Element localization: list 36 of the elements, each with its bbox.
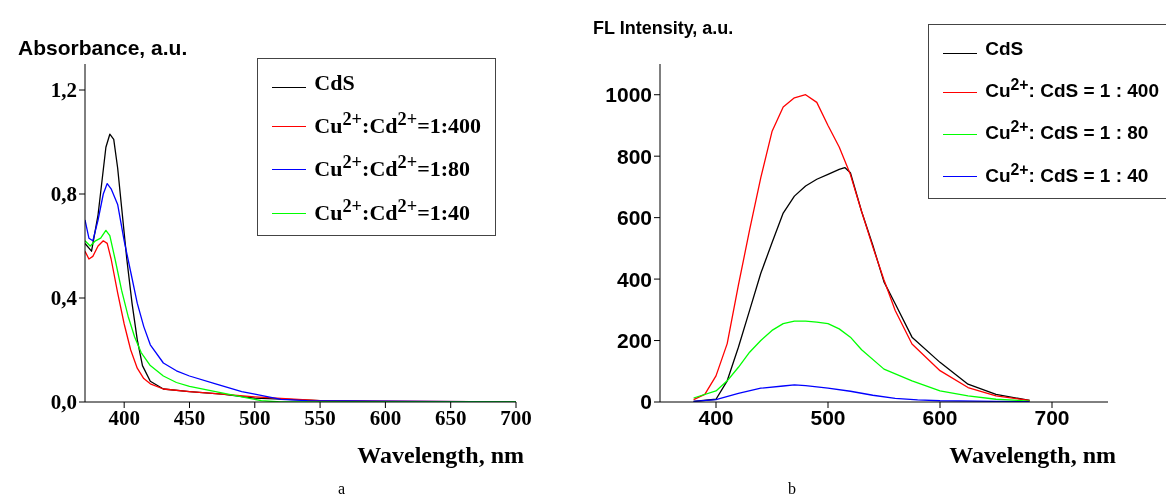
y-tick-label: 200 <box>616 329 652 352</box>
legend-label: Cu$^{2+}$: CdS = 1 : 40 <box>985 159 1149 188</box>
x-tick-label: 400 <box>698 405 734 429</box>
x-tick-label: 600 <box>922 405 958 429</box>
y-tick-label: 0 <box>640 390 652 414</box>
x-tick-label: 550 <box>304 405 336 430</box>
x-tick-label: 500 <box>810 405 846 429</box>
x-tick-label: 650 <box>434 405 467 430</box>
text: a <box>338 480 346 498</box>
y-tick-label: 1,2 <box>50 78 77 103</box>
y-axis-title: FL Intensity, a.u. <box>593 18 734 39</box>
y-tick-label: 0,0 <box>50 390 77 415</box>
y-tick-label: 600 <box>616 206 652 230</box>
text: b <box>788 480 796 498</box>
legend-label: Cu$^{2+}$:Cd$^{2+}$=1:40 <box>314 194 470 227</box>
x-axis-title: Wavelength, nm <box>357 442 524 469</box>
legend-label: CdS <box>314 69 355 97</box>
legend-label: Cu$^{2+}$: CdS = 1 : 80 <box>985 117 1149 146</box>
x-tick-label: 600 <box>369 405 402 430</box>
line-series <box>692 320 1031 402</box>
x-tick-label: 700 <box>500 405 532 430</box>
legend-label: CdS <box>985 37 1024 61</box>
y-tick-label: 400 <box>616 267 652 291</box>
x-tick-label: 400 <box>108 405 140 430</box>
y-tick-label: 0,4 <box>50 286 78 311</box>
legend-label: Cu$^{2+}$: CdS = 1 : 400 <box>985 75 1159 104</box>
y-tick-label: 800 <box>616 144 652 168</box>
x-axis-title: Wavelength, nm <box>949 442 1116 469</box>
y-tick-label: 0,8 <box>50 182 77 207</box>
legend-label: Cu$^{2+}$:Cd$^{2+}$=1:400 <box>314 108 481 141</box>
y-axis-title: Absorbance, a.u. <box>18 36 188 60</box>
x-tick-label: 500 <box>239 405 271 430</box>
legend-label: Cu$^{2+}$:Cd$^{2+}$=1:80 <box>314 151 470 184</box>
x-tick-label: 700 <box>1034 405 1070 429</box>
y-tick-label: 1000 <box>605 83 652 107</box>
x-tick-label: 450 <box>173 405 206 430</box>
